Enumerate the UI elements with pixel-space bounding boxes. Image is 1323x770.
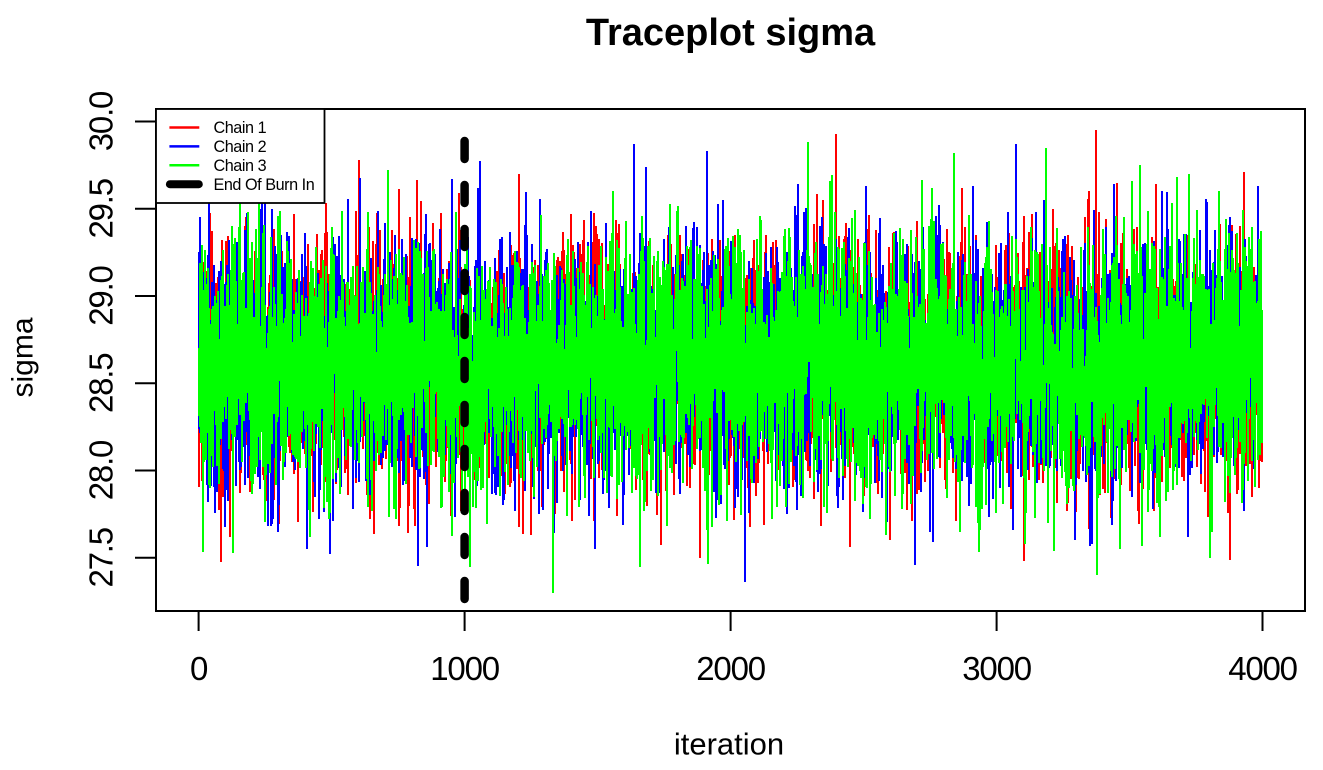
svg-text:Chain 1: Chain 1 xyxy=(214,119,267,137)
svg-text:30.0: 30.0 xyxy=(83,91,120,151)
svg-text:2000: 2000 xyxy=(696,650,765,687)
svg-text:iteration: iteration xyxy=(674,727,784,762)
svg-text:Chain 2: Chain 2 xyxy=(214,138,267,156)
svg-text:Chain 3: Chain 3 xyxy=(214,157,267,175)
svg-text:27.5: 27.5 xyxy=(83,528,120,587)
svg-text:28.5: 28.5 xyxy=(83,354,120,413)
svg-text:4000: 4000 xyxy=(1228,650,1297,687)
svg-text:0: 0 xyxy=(190,650,208,687)
svg-text:1000: 1000 xyxy=(430,650,499,687)
svg-text:End Of Burn In: End Of Burn In xyxy=(214,176,315,194)
svg-text:sigma: sigma xyxy=(7,317,40,397)
svg-text:28.0: 28.0 xyxy=(83,440,120,500)
svg-text:29.5: 29.5 xyxy=(83,179,120,238)
svg-text:29.0: 29.0 xyxy=(83,265,120,325)
svg-text:Traceplot sigma: Traceplot sigma xyxy=(586,12,876,54)
svg-text:3000: 3000 xyxy=(962,650,1031,687)
